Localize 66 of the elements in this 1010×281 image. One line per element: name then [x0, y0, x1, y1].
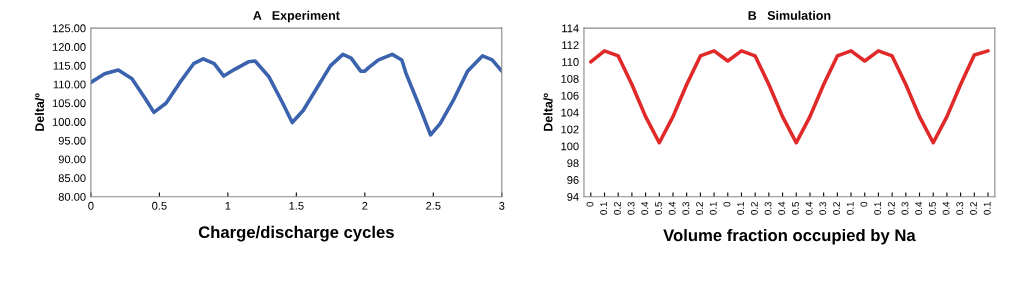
- y-tick-label: 100.00: [52, 118, 86, 126]
- x-tick-label: 0: [586, 201, 594, 207]
- y-tick-label: 114: [562, 24, 579, 33]
- x-tick-label: 0.2: [613, 202, 621, 215]
- y-tick-label: 112: [562, 41, 579, 49]
- x-tick-label: 0.3: [819, 201, 827, 215]
- x-tick-label: 0.1: [709, 202, 717, 215]
- x-tick-label: 1.5: [289, 201, 304, 210]
- y-tick-label: 96: [567, 176, 579, 184]
- y-axis-title: Delta/º: [34, 93, 45, 131]
- x-tick-label: 0.3: [901, 201, 909, 215]
- chart-title: A Experiment: [253, 10, 340, 23]
- x-tick-label: 0.3: [682, 201, 690, 215]
- x-tick-label: 0.3: [764, 201, 772, 215]
- x-tick-label: 0: [88, 201, 94, 210]
- x-axis-title: Charge/discharge cycles: [198, 225, 394, 242]
- x-tick-label: 0: [723, 201, 731, 207]
- x-tick-label: 0.2: [833, 202, 840, 215]
- x-tick-label: 0.1: [600, 202, 608, 215]
- y-tick-label: 104: [561, 108, 579, 117]
- x-tick-label: 0.2: [970, 202, 977, 215]
- x-tick-label: 0.1: [983, 202, 991, 215]
- y-tick-label: 90.00: [58, 155, 86, 164]
- line-series: [90, 52, 502, 137]
- x-tick-label: 0.5: [928, 201, 936, 215]
- x-tick-label: 0.2: [750, 202, 758, 215]
- y-tick-label: 108: [561, 74, 579, 83]
- x-tick-label: 0.5: [655, 201, 662, 215]
- chart-title: B Simulation: [748, 10, 831, 20]
- y-axis-title: Delta/º: [543, 93, 553, 131]
- x-tick-label: 0.3: [627, 201, 635, 215]
- y-tick-label: 102: [561, 125, 579, 134]
- x-tick-label: 0.1: [874, 202, 882, 215]
- x-tick-label: 0.5: [791, 201, 799, 215]
- y-tick-label: 100: [561, 142, 579, 151]
- x-tick-label: 0.4: [641, 201, 649, 215]
- x-tick-label: 0.4: [805, 201, 813, 215]
- y-tick-label: 110: [562, 58, 579, 66]
- x-tick-label: 0.5: [152, 201, 167, 210]
- y-tick-label: 125.00: [52, 24, 86, 33]
- x-tick-label: 0.4: [778, 201, 786, 215]
- x-tick-label: 0.3: [956, 201, 964, 215]
- y-tick-label: 85.00: [58, 174, 86, 183]
- x-tick-label: 0.2: [696, 202, 703, 215]
- y-tick-label: 115.00: [53, 61, 86, 70]
- x-tick-label: 0: [860, 201, 868, 207]
- y-tick-label: 95.00: [58, 136, 86, 145]
- y-tick-label: 120.00: [52, 43, 86, 51]
- x-tick-label: 0.4: [915, 201, 923, 215]
- line-series: [589, 49, 990, 145]
- y-tick-label: 98: [567, 159, 579, 168]
- x-tick-label: 0.1: [846, 202, 854, 215]
- x-tick-label: 3: [499, 201, 505, 210]
- y-tick-label: 105.00: [52, 99, 86, 108]
- x-tick-label: 0.2: [887, 202, 895, 215]
- x-tick-label: 2.5: [426, 201, 441, 210]
- x-axis-title: Volume fraction occupied by Na: [663, 228, 916, 245]
- x-tick-label: 1: [225, 201, 231, 210]
- x-tick-label: 2: [362, 201, 368, 210]
- y-tick-label: 94: [567, 192, 579, 201]
- y-tick-label: 110.00: [53, 80, 86, 89]
- x-tick-label: 0.4: [942, 201, 950, 215]
- x-tick-label: 0.1: [737, 202, 745, 215]
- x-tick-label: 0.4: [668, 201, 676, 215]
- y-tick-label: 106: [561, 91, 579, 100]
- y-tick-label: 80.00: [58, 192, 86, 201]
